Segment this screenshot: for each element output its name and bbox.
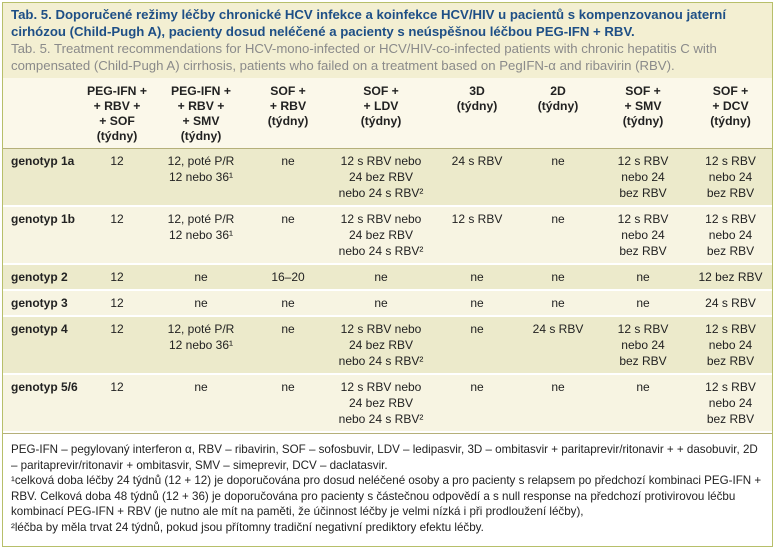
caption-czech: Tab. 5. Doporučené režimy léčby chronick… — [11, 7, 727, 39]
table-header-row: PEG-IFN + + RBV + + SOF (týdny) PEG-IFN +… — [3, 78, 772, 149]
table-caption: Tab. 5. Doporučené režimy léčby chronick… — [3, 3, 772, 78]
table-cell: ne — [281, 212, 295, 226]
table-cell: 12 — [110, 322, 124, 336]
footnote-2: ²léčba by měla trvat 24 týdnů, pokud jso… — [11, 520, 484, 534]
caption-english: Tab. 5. Treatment recommendations for HC… — [11, 41, 717, 73]
table-cell: ne — [551, 270, 565, 284]
column-header: SOF + + LDV (týdny) — [327, 78, 435, 149]
column-header: 3D (týdny) — [435, 78, 519, 149]
column-header — [3, 78, 81, 149]
table-cell: 12 — [110, 380, 124, 394]
table-cell: 12 — [110, 270, 124, 284]
table-row: genotyp 1b 12 12, poté P/R 12 nebo 36¹ ne 12… — [3, 206, 772, 264]
table-cell: ne — [194, 296, 208, 310]
table-cell: ne — [551, 296, 565, 310]
column-header: PEG-IFN + + RBV + + SOF (týdny) — [81, 78, 153, 149]
column-header: SOF + + RBV (týdny) — [249, 78, 327, 149]
table-cell: ne — [194, 380, 208, 394]
column-header: 2D (týdny) — [519, 78, 597, 149]
footnote-1: ¹celková doba léčby 24 týdnů (12 + 12) j… — [11, 474, 762, 518]
table-cell: ne — [636, 270, 650, 284]
column-header: SOF + + SMV (týdny) — [597, 78, 689, 149]
row-label: genotyp 1a — [11, 154, 75, 168]
table-cell: ne — [470, 322, 484, 336]
table-cell: ne — [636, 380, 650, 394]
footnote-abbreviations: PEG-IFN – pegylovaný interferon α, RBV –… — [11, 443, 758, 472]
table-cell: ne — [470, 270, 484, 284]
table-cell: ne — [551, 154, 565, 168]
table-cell: ne — [281, 380, 295, 394]
table-cell: ne — [281, 296, 295, 310]
table-cell: 24 s RBV — [705, 296, 756, 310]
table-row: genotyp 3 12 ne ne ne ne ne ne 24 s RBV — [3, 290, 772, 316]
table-cell: 16–20 — [271, 270, 305, 284]
table-cell: ne — [551, 380, 565, 394]
table-cell: 12 s RBV nebo 24 bez RBV — [617, 212, 669, 258]
table-cell: ne — [194, 270, 208, 284]
table-row: genotyp 2 12 ne 16–20 ne ne ne ne 12 bez RBV — [3, 264, 772, 290]
table-cell: 24 s RBV — [532, 322, 584, 336]
table-cell: 12 s RBV — [451, 212, 503, 226]
table-cell: 12 s RBV nebo 24 bez RBV — [705, 380, 756, 426]
table-cell: 12, poté P/R 12 nebo 36¹ — [167, 322, 235, 352]
table-cell: 12 s RBV nebo 24 bez RBV — [617, 322, 669, 368]
table-cell: 12 — [110, 296, 124, 310]
table-cell: 12 s RBV nebo 24 bez RBV nebo 24 s RBV² — [338, 154, 424, 200]
table-row: genotyp 1a 12 12, poté P/R 12 nebo 36¹ ne 12… — [3, 148, 772, 206]
table-cell: 12 s RBV nebo 24 bez RBV nebo 24 s RBV² — [338, 380, 424, 426]
table-cell: ne — [281, 154, 295, 168]
table-cell: 12, poté P/R 12 nebo 36¹ — [167, 212, 235, 242]
table-cell: 24 s RBV — [451, 154, 503, 168]
table-row: genotyp 4 12 12, poté P/R 12 nebo 36¹ ne 12 … — [3, 316, 772, 374]
table-cell: 12 s RBV nebo 24 bez RBV nebo 24 s RBV² — [338, 212, 424, 258]
table-cell: 12 s RBV nebo 24 bez RBV — [705, 154, 756, 200]
row-label: genotyp 4 — [11, 322, 68, 336]
table-cell: ne — [374, 270, 388, 284]
table-cell: 12 s RBV nebo 24 bez RBV — [617, 154, 669, 200]
table-cell: ne — [470, 296, 484, 310]
row-label: genotyp 5/6 — [11, 380, 78, 394]
row-label: genotyp 3 — [11, 296, 68, 310]
row-label: genotyp 1b — [11, 212, 76, 226]
table-cell: 12 s RBV nebo 24 bez RBV nebo 24 s RBV² — [338, 322, 424, 368]
table-cell: 12 — [110, 212, 124, 226]
table-cell: 12 bez RBV — [698, 270, 763, 284]
column-header: PEG-IFN + + RBV + + SMV (týdny) — [153, 78, 249, 149]
table-cell: ne — [281, 322, 295, 336]
table-cell: ne — [374, 296, 388, 310]
table-cell: 12, poté P/R 12 nebo 36¹ — [167, 154, 235, 184]
table-cell: 12 s RBV nebo 24 bez RBV — [705, 322, 756, 368]
table-cell: ne — [470, 380, 484, 394]
footnotes: PEG-IFN – pegylovaný interferon α, RBV –… — [3, 433, 772, 535]
table-cell: ne — [551, 212, 565, 226]
column-header: SOF + + DCV (týdny) — [689, 78, 772, 149]
table-cell: 12 — [110, 154, 124, 168]
table-cell: 12 s RBV nebo 24 bez RBV — [705, 212, 756, 258]
row-label: genotyp 2 — [11, 270, 68, 284]
table-row: genotyp 5/6 12 ne ne 12 s RBV nebo 24 bez RB… — [3, 374, 772, 432]
treatment-table: PEG-IFN + + RBV + + SOF (týdny) PEG-IFN +… — [3, 78, 772, 433]
table-cell: ne — [636, 296, 650, 310]
